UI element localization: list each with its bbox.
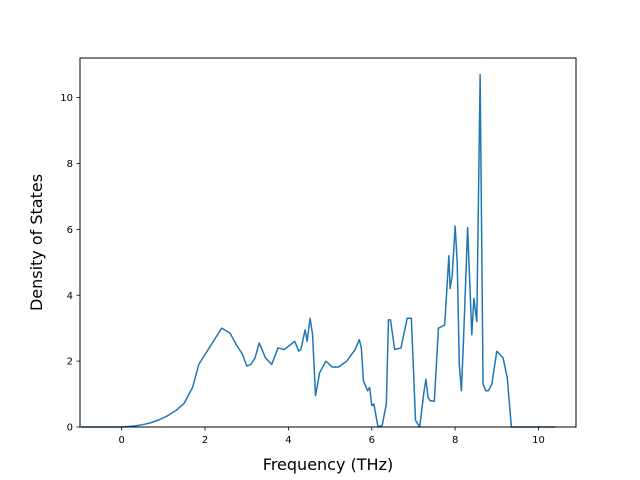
x-tick-label: 6 bbox=[369, 435, 375, 446]
x-tick-label: 2 bbox=[202, 435, 208, 446]
x-tick-label: 10 bbox=[532, 435, 545, 446]
x-tick-label: 8 bbox=[452, 435, 458, 446]
y-tick-label: 10 bbox=[60, 93, 73, 104]
series-line bbox=[81, 73, 556, 428]
axes: 0 2 4 6 8 10 0 2 4 6 8 10 bbox=[60, 57, 577, 446]
y-tick-label: 2 bbox=[67, 357, 73, 368]
y-tick-label: 0 bbox=[67, 423, 73, 434]
axes-frame bbox=[79, 57, 577, 428]
x-axis-label: Frequency (THz) bbox=[263, 455, 393, 474]
plot-area bbox=[81, 73, 556, 428]
y-axis-label: Density of States bbox=[27, 174, 46, 311]
y-tick-label: 4 bbox=[67, 291, 73, 302]
x-tick-label: 4 bbox=[285, 435, 291, 446]
x-tick-label: 0 bbox=[118, 435, 124, 446]
y-tick-label: 6 bbox=[67, 225, 73, 236]
y-tick-label: 8 bbox=[67, 159, 73, 170]
